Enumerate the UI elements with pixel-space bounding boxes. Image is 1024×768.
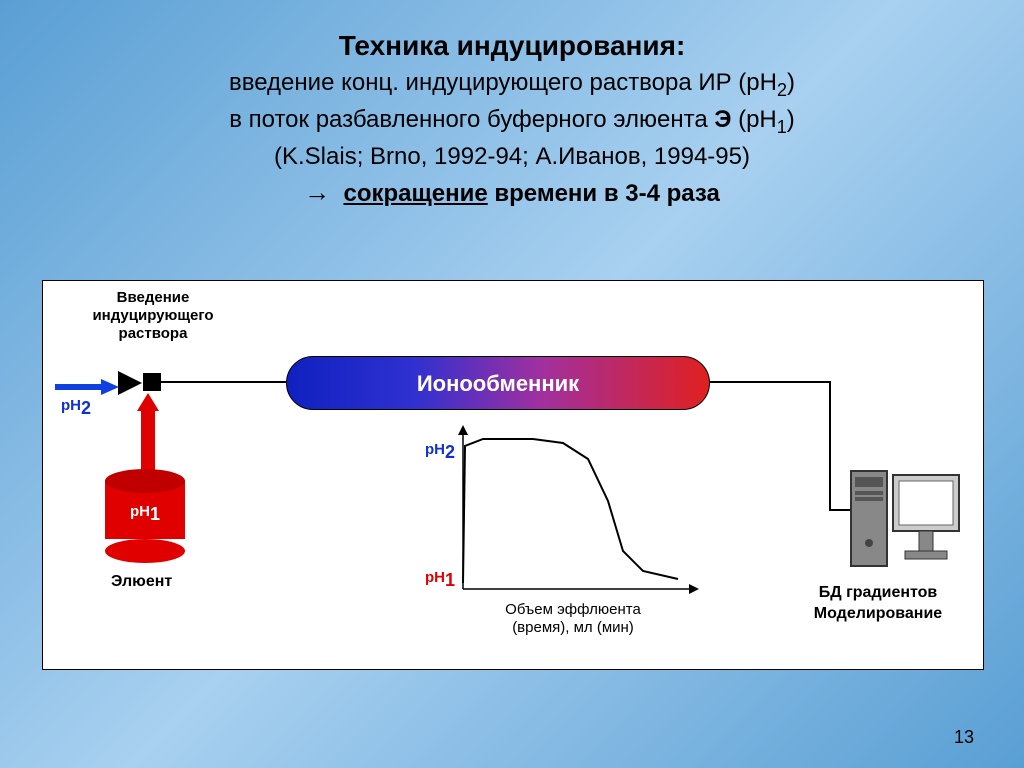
computer-label: БД градиентов Моделирование: [783, 583, 973, 625]
ion-exchange-column: Ионообменник: [286, 356, 710, 410]
chart-svg: [423, 421, 723, 601]
page-number: 13: [954, 727, 974, 748]
ph2-text: рН: [61, 397, 81, 414]
title-main: Техника индуцирования:: [60, 30, 964, 62]
diagram-container: Введение индуцирующего раствора рН2 рН1 …: [42, 280, 984, 670]
eluent-reservoir-icon: рН1: [105, 481, 185, 551]
title-underline: сокращение: [343, 180, 487, 207]
flow-arrow-icon: [53, 377, 119, 397]
ph2-flow-label: рН2: [61, 397, 91, 419]
computer-icon: [803, 461, 963, 581]
title-line1-post: ): [787, 69, 795, 96]
chart-x-arrow-icon: [689, 584, 699, 594]
injector-square-icon: [143, 373, 161, 391]
title-line-3: (K.Slais; Brno, 1992-94; А.Иванов, 1994-…: [60, 140, 964, 174]
chart-xlabel-1: Объем эффлюента: [505, 601, 641, 618]
title-line2-postpre: (рН: [731, 106, 776, 133]
chart-x-label: Объем эффлюента (время), мл (мин): [453, 601, 693, 637]
chart-ph2-text: рН: [425, 441, 445, 458]
ph1-cyl-sub: 1: [150, 504, 160, 524]
chart-xlabel-2: (время), мл (мин): [512, 619, 634, 636]
ph-profile-chart: рН2 рН1 Объем эффлюента (время), мл (мин…: [423, 421, 723, 621]
comp-label-1: БД градиентов: [819, 584, 937, 601]
title-line2-bold: Э: [714, 106, 731, 133]
title-line1-sub: 2: [777, 80, 787, 100]
title-arrow: →: [304, 177, 330, 207]
chart-ph2-label: рН2: [425, 441, 455, 463]
chart-ph2-sub: 2: [445, 442, 455, 462]
chart-y-arrow-icon: [458, 425, 468, 435]
ph2-sub: 2: [81, 398, 91, 418]
chart-curve: [463, 439, 678, 583]
title-line-4: → сокращение времени в 3-4 раза: [60, 174, 964, 211]
title-line1-pre: введение конц. индуцирующего раствора ИР…: [229, 69, 777, 96]
connector-line-1: [161, 381, 286, 383]
title-rest: времени в 3-4 раза: [488, 180, 720, 207]
chart-ph1-text: рН: [425, 569, 445, 586]
ph1-cyl-text: рН: [130, 503, 150, 520]
title-block: Техника индуцирования: введение конц. ин…: [0, 0, 1024, 225]
intro-label: Введение индуцирующего раствора: [73, 289, 233, 343]
eluent-label: Элюент: [111, 573, 172, 591]
injector-triangle-icon: [118, 371, 142, 395]
ph1-cyl-label: рН1: [105, 503, 185, 525]
chart-ph1-label: рН1: [425, 569, 455, 591]
title-line-1: введение конц. индуцирующего раствора ИР…: [60, 66, 964, 103]
chart-ph1-sub: 1: [445, 570, 455, 590]
title-line2-pre: в поток разбавленного буферного элюента: [229, 106, 714, 133]
title-line2-post: ): [787, 106, 795, 133]
title-line2-sub: 1: [777, 117, 787, 137]
comp-label-2: Моделирование: [814, 605, 942, 622]
connector-line-2: [710, 381, 830, 383]
title-line-2: в поток разбавленного буферного элюента …: [60, 103, 964, 140]
